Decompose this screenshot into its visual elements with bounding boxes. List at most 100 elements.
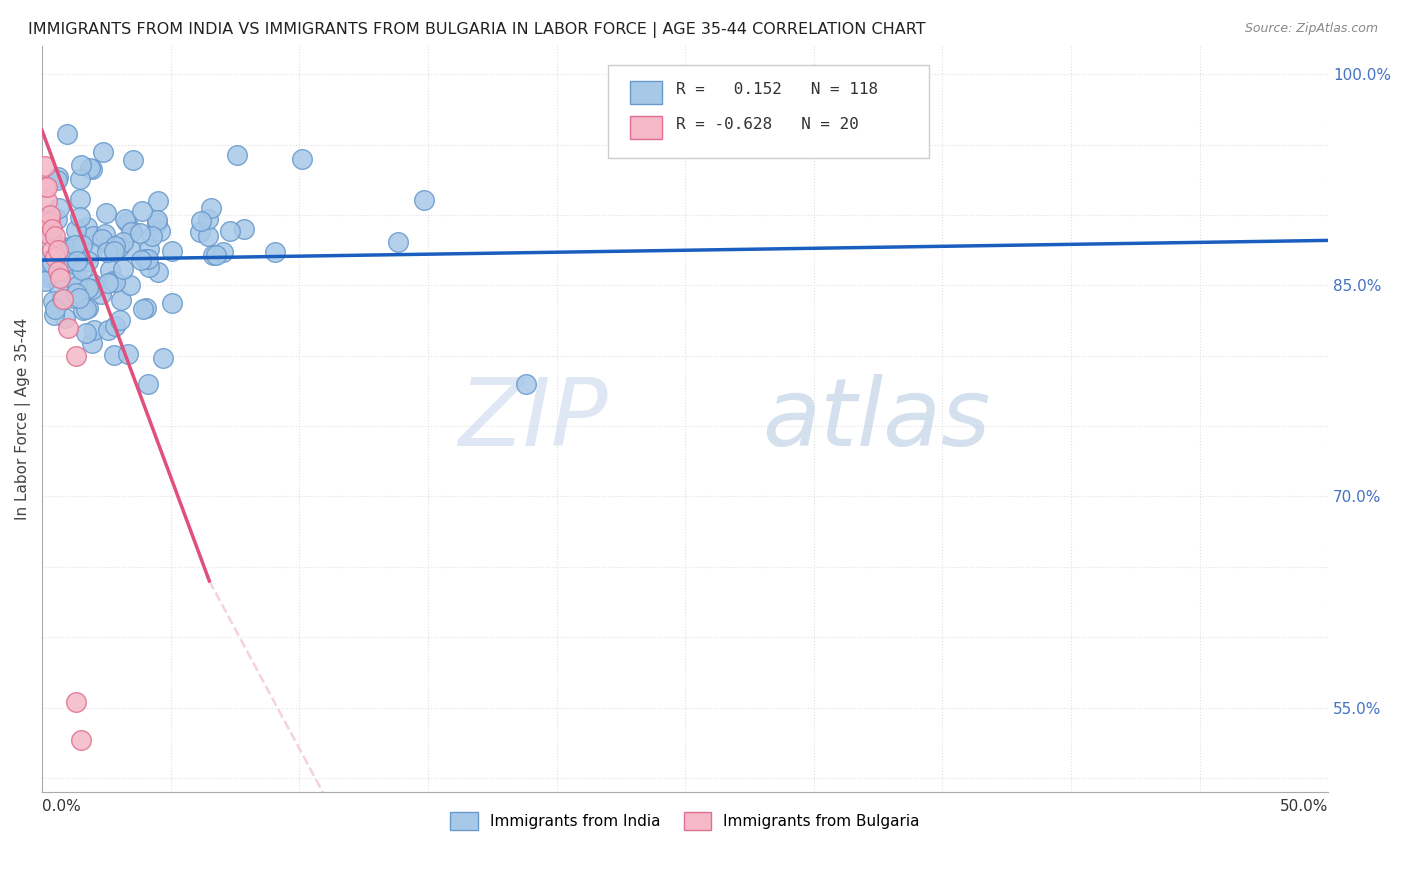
- Point: [120, 225, 142, 239]
- Point: [38, 215, 60, 229]
- Point: [190, 213, 212, 227]
- Point: [107, 240, 129, 254]
- Point: [75, 326, 97, 341]
- Point: [93, 145, 115, 159]
- Point: [101, 274, 124, 288]
- Point: [37, 194, 59, 208]
- Point: [115, 215, 138, 229]
- Point: [141, 229, 163, 244]
- Point: [38, 208, 60, 222]
- Text: 0.0%: 0.0%: [42, 799, 82, 814]
- Point: [65, 695, 87, 709]
- Point: [62, 247, 84, 261]
- Point: [83, 323, 105, 337]
- Point: [100, 262, 122, 277]
- Point: [37, 270, 59, 285]
- Point: [46, 169, 69, 184]
- Point: [55, 311, 77, 326]
- Point: [70, 238, 93, 252]
- Point: [160, 296, 183, 310]
- Legend: Immigrants from India, Immigrants from Bulgaria: Immigrants from India, Immigrants from B…: [444, 805, 927, 837]
- Point: [146, 265, 169, 279]
- Point: [103, 244, 125, 258]
- Point: [37, 215, 59, 229]
- Text: ZIP: ZIP: [458, 374, 607, 465]
- Text: R =   0.152   N = 118: R = 0.152 N = 118: [676, 82, 879, 97]
- Point: [46, 264, 69, 278]
- Point: [146, 194, 169, 208]
- Point: [80, 336, 103, 351]
- Point: [37, 180, 59, 194]
- FancyBboxPatch shape: [607, 65, 929, 158]
- Point: [53, 240, 76, 254]
- Point: [66, 280, 89, 294]
- Point: [100, 238, 122, 252]
- Point: [97, 324, 120, 338]
- Point: [120, 277, 142, 292]
- Point: [70, 158, 93, 172]
- Point: [160, 244, 183, 258]
- Point: [65, 349, 87, 363]
- Point: [76, 254, 98, 268]
- Point: [44, 301, 66, 316]
- Point: [82, 277, 104, 292]
- Point: [34, 274, 56, 288]
- Point: [136, 252, 159, 267]
- Point: [212, 245, 235, 260]
- Text: atlas: atlas: [762, 374, 991, 465]
- Point: [412, 193, 434, 207]
- Point: [104, 318, 127, 333]
- Text: Source: ZipAtlas.com: Source: ZipAtlas.com: [1244, 22, 1378, 36]
- Point: [82, 282, 104, 296]
- Point: [56, 253, 79, 268]
- Point: [56, 128, 79, 142]
- Point: [104, 239, 127, 253]
- Point: [46, 173, 69, 187]
- Point: [52, 293, 75, 307]
- Point: [76, 301, 98, 315]
- Point: [138, 242, 160, 256]
- Point: [138, 260, 160, 275]
- Point: [120, 242, 142, 256]
- Point: [51, 293, 73, 308]
- Point: [96, 245, 118, 260]
- Point: [69, 192, 91, 206]
- Point: [39, 267, 62, 281]
- Point: [387, 235, 409, 250]
- Point: [149, 223, 172, 237]
- Point: [70, 263, 93, 277]
- Point: [34, 180, 56, 194]
- Point: [94, 227, 117, 241]
- FancyBboxPatch shape: [630, 80, 662, 104]
- Point: [72, 303, 94, 318]
- Point: [135, 301, 157, 315]
- Point: [146, 213, 169, 227]
- FancyBboxPatch shape: [630, 116, 662, 139]
- Point: [69, 210, 91, 224]
- Point: [90, 231, 112, 245]
- Point: [97, 276, 120, 290]
- Point: [515, 376, 537, 391]
- Point: [67, 291, 90, 305]
- Point: [35, 253, 58, 268]
- Point: [34, 159, 56, 173]
- Point: [56, 242, 79, 256]
- Point: [136, 376, 159, 391]
- Point: [129, 252, 152, 267]
- Text: 50.0%: 50.0%: [1279, 799, 1329, 814]
- Point: [82, 228, 104, 243]
- Point: [232, 222, 254, 236]
- Point: [121, 153, 143, 167]
- Point: [56, 320, 79, 334]
- Point: [79, 161, 101, 175]
- Point: [63, 237, 86, 252]
- Point: [49, 271, 72, 285]
- Point: [45, 211, 67, 226]
- Point: [226, 148, 249, 162]
- Point: [44, 229, 66, 244]
- Point: [65, 223, 87, 237]
- Point: [112, 262, 135, 277]
- Point: [291, 152, 314, 166]
- Point: [69, 732, 91, 747]
- Point: [90, 286, 112, 301]
